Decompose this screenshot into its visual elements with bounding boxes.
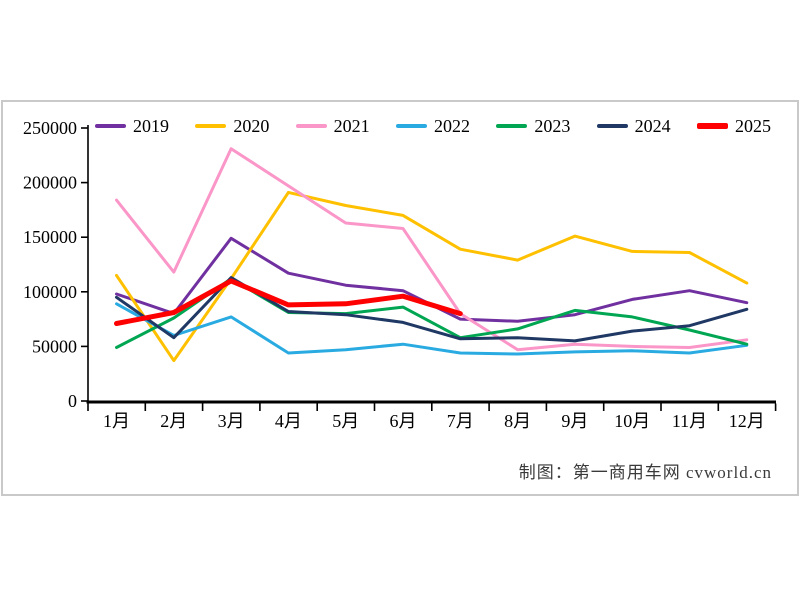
x-axis-month-label: 7月 [447,411,474,431]
legend-item-2023: 2023 [496,117,570,135]
x-axis-month-label: 1月 [103,411,130,431]
series-line-2020 [115,190,749,363]
y-axis-tick-label: 200000 [23,173,77,193]
chart-source-caption: 制图：第一商用车网 cvworld.cn [518,463,772,482]
legend-item-2019: 2019 [95,117,169,135]
y-axis-tick-label: 150000 [23,227,77,247]
x-axis-month-label: 2月 [160,411,187,431]
legend-item-2025: 2025 [696,116,771,136]
x-axis-month-label: 5月 [332,411,359,431]
legend-line-swatch-icon [295,124,327,128]
legend-year-label: 2020 [233,116,270,136]
x-axis-month-label: 4月 [275,411,302,431]
legend-year-label: 2021 [333,116,370,136]
y-axis-tick-label: 50000 [32,336,77,356]
legend-year-label: 2024 [634,116,671,136]
legend-year-label: 2019 [133,116,169,136]
legend-item-2024: 2024 [596,116,671,136]
legend-year-label: 2022 [433,116,470,136]
legend-year-label: 2025 [734,116,771,136]
x-axis-month-label: 10月 [614,411,650,431]
x-axis-month-label: 3月 [218,411,245,431]
x-axis-month-label: 8月 [504,411,531,431]
series-line-2025 [114,278,463,326]
legend-line-swatch-icon [496,124,528,128]
x-axis-month-label: 12月 [729,411,765,431]
x-axis-month-label: 9月 [561,411,588,431]
series-line-2023 [115,277,749,349]
x-axis-month-label: 11月 [672,411,707,431]
legend-line-swatch-icon [195,124,227,128]
y-axis-tick-label: 250000 [23,118,77,138]
legend-item-2022: 2022 [395,116,470,136]
legend-line-swatch-icon [696,123,728,129]
legend-item-2020: 2020 [195,117,269,135]
legend-line-swatch-icon [95,124,126,128]
legend-item-2021: 2021 [295,116,370,136]
x-axis-month-label: 6月 [390,411,417,431]
y-axis-tick-label: 0 [68,391,77,411]
legend-line-swatch-icon [395,124,427,128]
y-axis-tick-label: 100000 [23,282,77,302]
chart-legend: 2019 2020 2021 2022 2023 2024 2025 [95,114,771,138]
legend-year-label: 2023 [534,116,571,136]
series-line-2021 [115,147,749,352]
series-line-2022 [115,302,749,356]
legend-line-swatch-icon [596,124,628,128]
